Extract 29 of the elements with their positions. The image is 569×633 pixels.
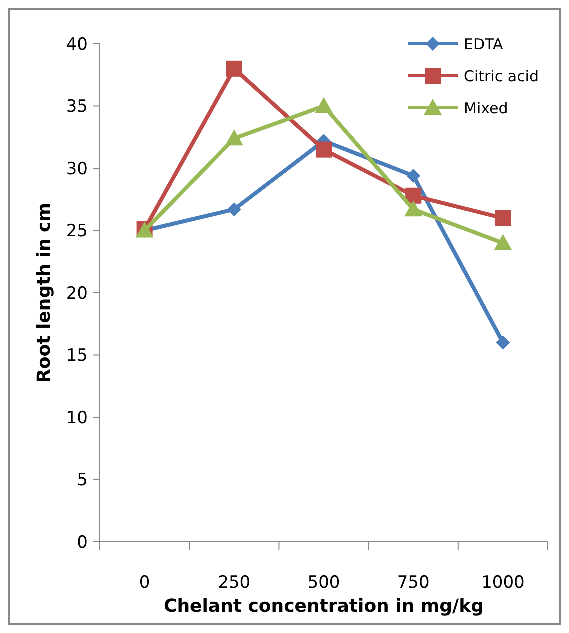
point bbox=[226, 60, 242, 77]
y-tick-label: 10 bbox=[66, 408, 88, 428]
point bbox=[496, 336, 510, 350]
y-tick-label: 30 bbox=[66, 159, 88, 180]
point bbox=[495, 210, 512, 226]
point bbox=[225, 130, 244, 146]
legend-label: EDTA bbox=[464, 35, 504, 54]
legend-label: Mixed bbox=[464, 99, 508, 118]
x-tick-label: 250 bbox=[218, 573, 251, 593]
y-tick-label: 25 bbox=[66, 222, 88, 242]
y-tick-label: 35 bbox=[66, 97, 88, 118]
point bbox=[494, 234, 512, 250]
y-tick-label: 5 bbox=[77, 470, 88, 491]
y-tick-label: 0 bbox=[77, 532, 88, 553]
y-tick-label: 40 bbox=[66, 34, 88, 55]
y-tick-label: 20 bbox=[66, 284, 88, 304]
x-axis-title: Chelant concentration in mg/kg bbox=[164, 596, 484, 617]
y-axis-title: Root length in cm bbox=[34, 203, 55, 383]
x-tick-label: 500 bbox=[308, 573, 340, 593]
point bbox=[404, 200, 423, 217]
x-tick-label: 1000 bbox=[482, 573, 525, 593]
point bbox=[227, 202, 242, 217]
x-tick-label: 750 bbox=[397, 573, 430, 593]
point bbox=[406, 168, 421, 183]
legend-label: Citric acid bbox=[464, 67, 539, 86]
point bbox=[316, 142, 332, 158]
x-tick-label: 0 bbox=[139, 573, 150, 593]
y-tick-label: 15 bbox=[66, 346, 88, 366]
point bbox=[315, 97, 333, 114]
